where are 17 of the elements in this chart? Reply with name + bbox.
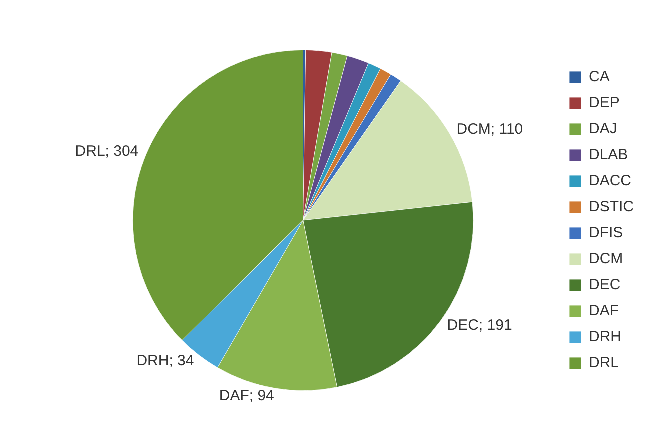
- legend-label: DRH: [589, 328, 622, 346]
- data-label: DRL; 304: [75, 143, 139, 160]
- legend-label: DRL: [589, 354, 620, 372]
- data-label: DRH; 34: [136, 352, 194, 370]
- legend-label: DCM: [589, 250, 624, 268]
- legend-label: DLAB: [589, 146, 628, 164]
- data-label: DCM; 110: [456, 120, 524, 138]
- data-label: DAF; 94: [219, 388, 274, 405]
- legend-label: DEP: [589, 94, 620, 112]
- legend-label: CA: [589, 68, 610, 86]
- legend-label: DSTIC: [589, 198, 634, 216]
- legend-label: DACC: [589, 172, 632, 190]
- legend-label: DFIS: [589, 224, 624, 242]
- legend-label: DAF: [589, 302, 619, 320]
- data-label: DEC; 191: [447, 316, 512, 334]
- legend-label: DAJ: [589, 120, 618, 138]
- legend-label: DEC: [589, 276, 621, 294]
